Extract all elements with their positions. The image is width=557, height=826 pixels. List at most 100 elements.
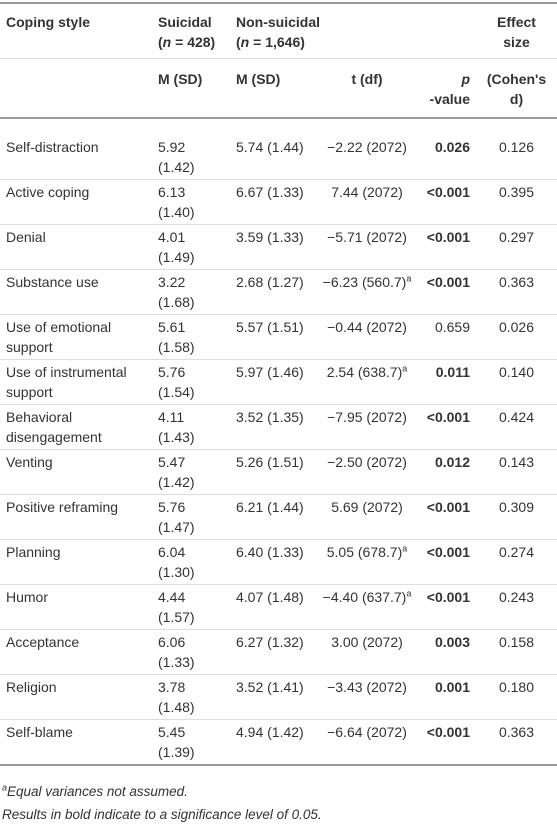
- header-cell: (Cohen's d): [476, 59, 557, 119]
- coping-style: Acceptance: [0, 630, 152, 675]
- p-value-text: <0.001: [426, 184, 470, 200]
- effect-size-text: 0.395: [498, 184, 535, 200]
- cell-line: t (df): [320, 69, 414, 89]
- effect-size: 0.297: [476, 225, 557, 270]
- effect-size: 0.309: [476, 495, 557, 540]
- p-value: 0.011: [420, 360, 476, 405]
- cell-line: (n = 428): [158, 32, 224, 52]
- suicidal-mean-text: 6.06 (1.33): [158, 634, 195, 670]
- p-value: <0.001: [420, 720, 476, 766]
- header-text: n: [162, 34, 172, 50]
- coping-style-text: Substance use: [6, 274, 99, 290]
- effect-size-text: 0.274: [498, 544, 535, 560]
- p-value-text: 0.659: [434, 319, 470, 335]
- effect-size: 0.395: [476, 180, 557, 225]
- t-statistic: 2.54 (638.7)a: [314, 360, 420, 405]
- t-statistic: −3.43 (2072): [314, 675, 420, 720]
- t-statistic-text: −2.22 (2072): [327, 139, 407, 155]
- table-row: Religion 3.78 (1.48) 3.52 (1.41) −3.43 (207…: [0, 675, 557, 720]
- t-statistic-text: 3.00 (2072): [331, 634, 403, 650]
- footnote-text: Results in bold indicate to a significan…: [2, 807, 322, 822]
- coping-style-text: Venting: [6, 454, 53, 470]
- footnote-mark: a: [402, 543, 408, 554]
- suicidal-mean-text: 4.01 (1.49): [158, 229, 195, 265]
- t-statistic-text: −6.64 (2072): [327, 724, 407, 740]
- coping-style-text: Religion: [6, 679, 57, 695]
- non-suicidal-mean-text: 3.52 (1.41): [236, 679, 304, 695]
- coping-style: Self-distraction: [0, 118, 152, 180]
- header-text: -value: [429, 91, 470, 107]
- coping-style: Substance use: [0, 270, 152, 315]
- effect-size: 0.424: [476, 405, 557, 450]
- cell-line: M (SD): [236, 69, 308, 89]
- non-suicidal-mean: 2.68 (1.27): [230, 270, 314, 315]
- table-row: Behavioral disengagement 4.11 (1.43) 3.52 …: [0, 405, 557, 450]
- coping-style-text: Humor: [6, 589, 49, 605]
- header-cell: [0, 59, 152, 119]
- non-suicidal-mean-text: 5.26 (1.51): [236, 454, 304, 470]
- header-text: (: [236, 34, 241, 50]
- non-suicidal-mean-text: 3.59 (1.33): [236, 229, 304, 245]
- cell-line: size: [482, 32, 551, 52]
- non-suicidal-mean: 6.40 (1.33): [230, 540, 314, 585]
- non-suicidal-mean: 3.59 (1.33): [230, 225, 314, 270]
- coping-style: Denial: [0, 225, 152, 270]
- suicidal-mean: 4.01 (1.49): [152, 225, 230, 270]
- suicidal-mean: 5.76 (1.54): [152, 360, 230, 405]
- header-text: Suicidal: [158, 14, 212, 30]
- t-statistic-text: −4.40 (637.7): [322, 589, 407, 605]
- suicidal-mean: 3.78 (1.48): [152, 675, 230, 720]
- p-value-text: <0.001: [426, 409, 470, 425]
- effect-size-text: 0.363: [498, 724, 535, 740]
- coping-style-text: Use of emotional support: [6, 319, 112, 355]
- p-value: <0.001: [420, 180, 476, 225]
- coping-style-text: Planning: [6, 544, 61, 560]
- non-suicidal-mean-text: 2.68 (1.27): [236, 274, 304, 290]
- p-value-text: 0.026: [434, 139, 470, 155]
- non-suicidal-mean: 5.74 (1.44): [230, 118, 314, 180]
- header-cell: t (df): [314, 59, 420, 119]
- table-body: Self-distraction 5.92 (1.42) 5.74 (1.44) −2…: [0, 118, 557, 765]
- header-text: = 1,646): [249, 34, 305, 50]
- effect-size-text: 0.158: [498, 634, 535, 650]
- suicidal-mean-text: 5.61 (1.58): [158, 319, 195, 355]
- footnote-mark: a: [406, 588, 412, 599]
- table-row: Active coping 6.13 (1.40) 6.67 (1.33) 7.44 …: [0, 180, 557, 225]
- coping-style: Self-blame: [0, 720, 152, 766]
- cell-line: d): [482, 89, 551, 109]
- suicidal-mean-text: 6.13 (1.40): [158, 184, 195, 220]
- p-value: 0.012: [420, 450, 476, 495]
- effect-size: 0.243: [476, 585, 557, 630]
- suicidal-mean: 5.45 (1.39): [152, 720, 230, 766]
- p-value: <0.001: [420, 585, 476, 630]
- footnote-mark: a: [402, 363, 408, 374]
- suicidal-mean-text: 4.11 (1.43): [158, 409, 195, 445]
- t-statistic: −6.23 (560.7)a: [314, 270, 420, 315]
- non-suicidal-mean: 4.07 (1.48): [230, 585, 314, 630]
- coping-style: Planning: [0, 540, 152, 585]
- t-statistic-text: −3.43 (2072): [327, 679, 407, 695]
- table-row: Planning 6.04 (1.30) 6.40 (1.33) 5.05 (678.…: [0, 540, 557, 585]
- t-statistic: −2.22 (2072): [314, 118, 420, 180]
- effect-size-text: 0.424: [498, 409, 535, 425]
- suicidal-mean: 5.76 (1.47): [152, 495, 230, 540]
- cell-line: Effect: [482, 12, 551, 32]
- effect-size: 0.363: [476, 270, 557, 315]
- header-text: (: [158, 34, 163, 50]
- effect-size: 0.143: [476, 450, 557, 495]
- t-statistic-text: 7.44 (2072): [331, 184, 403, 200]
- t-statistic: −2.50 (2072): [314, 450, 420, 495]
- non-suicidal-mean-text: 5.74 (1.44): [236, 139, 304, 155]
- cell-line: Suicidal: [158, 12, 224, 32]
- header-cell: [420, 3, 476, 59]
- suicidal-mean: 5.92 (1.42): [152, 118, 230, 180]
- coping-style-text: Acceptance: [6, 634, 80, 650]
- non-suicidal-mean-text: 6.40 (1.33): [236, 544, 304, 560]
- t-statistic-text: 5.05 (678.7): [326, 544, 403, 560]
- t-statistic: 7.44 (2072): [314, 180, 420, 225]
- suicidal-mean: 5.61 (1.58): [152, 315, 230, 360]
- footnote-mark: a: [406, 273, 412, 284]
- header-text: d): [509, 91, 524, 107]
- cell-line: p: [426, 69, 470, 89]
- p-value: <0.001: [420, 405, 476, 450]
